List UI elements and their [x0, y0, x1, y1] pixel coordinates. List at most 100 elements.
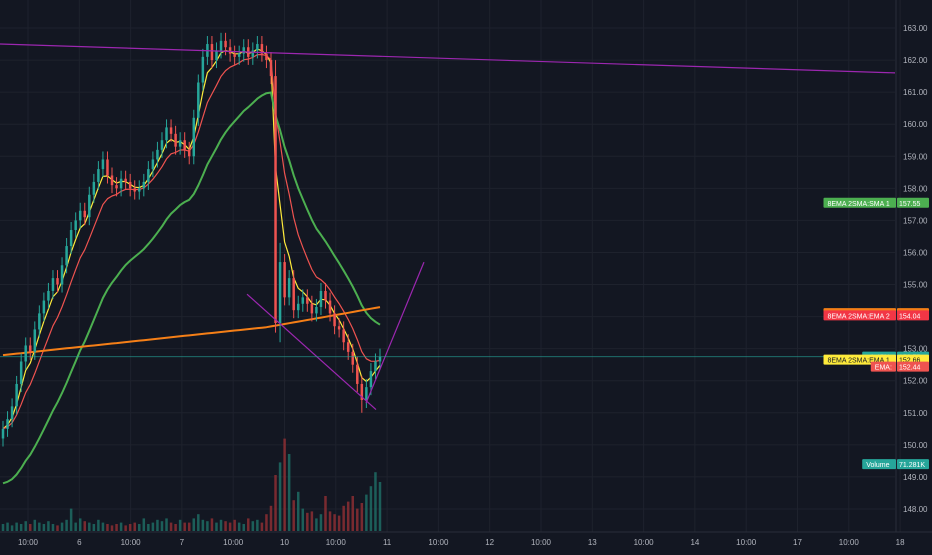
candle-body — [183, 140, 186, 150]
trendline-rising — [365, 261, 425, 404]
volume-bar — [60, 522, 64, 531]
time-tick-label: 10:00 — [531, 538, 552, 547]
volume-bar — [251, 521, 255, 531]
volume-bar — [183, 522, 186, 531]
time-tick-label: 10:00 — [839, 538, 860, 547]
trendline-upper — [0, 43, 896, 74]
candle-body — [337, 326, 341, 330]
volume-bar — [224, 521, 227, 531]
volume-bar — [24, 521, 27, 531]
price-axis[interactable]: 163.00 162.00 161.00 160.00 159.00 158.00 157.… — [895, 0, 928, 532]
volume-bar — [378, 482, 382, 531]
volume-bar — [56, 525, 59, 531]
volume-bar — [101, 522, 105, 531]
time-tick-label: 18 — [896, 538, 905, 547]
volume-bar — [119, 522, 123, 531]
volume-bar — [292, 500, 295, 531]
candle-body — [356, 364, 359, 384]
time-tick-label: 10 — [280, 538, 289, 547]
candle-body — [233, 53, 236, 57]
time-tick-label: 10:00 — [634, 538, 655, 547]
candle-body — [160, 140, 164, 150]
volume-bar — [319, 514, 323, 531]
indicator-label-name: 8EMA 2SMA:SMA 1 — [828, 201, 890, 208]
volume-bar — [237, 522, 241, 531]
candle-body — [265, 53, 268, 61]
candle-body — [19, 361, 23, 384]
candle-body — [301, 297, 305, 304]
volume-bar — [69, 508, 73, 531]
candle-body — [69, 230, 73, 247]
candle-body — [251, 50, 255, 57]
volume-bar — [351, 496, 354, 531]
volume-bar — [228, 522, 232, 531]
candle-body — [38, 313, 41, 330]
volume-bar — [278, 462, 282, 531]
volume-bar — [1, 524, 5, 531]
candle-body — [128, 181, 132, 189]
volume-bar — [142, 518, 146, 531]
volume-bar — [29, 524, 32, 531]
volume-bar — [365, 494, 368, 531]
candle-body — [10, 406, 14, 420]
candle-body — [133, 188, 136, 192]
indicator-value-box — [897, 197, 929, 208]
candle-body — [242, 47, 245, 54]
candle-body — [201, 56, 205, 83]
time-tick-label: 11 — [383, 538, 392, 547]
volume-bar — [337, 515, 341, 531]
candle-body — [260, 44, 264, 54]
candle-body — [15, 383, 18, 407]
volume-bar — [165, 518, 168, 531]
candle-body — [42, 300, 46, 314]
indicator-lines — [2, 48, 381, 485]
price-tick-label: 158.00 — [903, 184, 928, 193]
indicator-value-text: 152.66 — [899, 358, 921, 365]
candle-body — [74, 220, 77, 231]
indicator-label-box — [870, 361, 896, 372]
indicator-label-ema-green: 8EMA 2SMA:SMA 1 157.55 — [823, 197, 929, 208]
volume-bar — [328, 511, 332, 531]
volume-bar — [324, 496, 327, 531]
volume-bar — [219, 519, 223, 531]
volume-bar — [78, 518, 82, 531]
price-tick-label: 163.00 — [903, 24, 928, 33]
candle-body — [374, 361, 377, 372]
volume-bar — [33, 519, 37, 531]
candle-body — [65, 246, 68, 266]
volume-bar — [192, 518, 196, 531]
candle-body — [310, 303, 314, 314]
candle-body — [269, 60, 273, 77]
volume-bar — [160, 521, 164, 531]
time-axis[interactable]: 10:00 6 10:00 7 10:00 10 10:00 11 10:00 12 10:00 13… — [0, 531, 932, 547]
time-tick-label: 7 — [180, 538, 185, 547]
indicator-label-name: EMA: — [875, 365, 892, 372]
volume-bar — [178, 519, 182, 531]
indicator-label-name: Volume — [866, 462, 889, 469]
candle-body — [174, 133, 177, 147]
price-tick-label: 160.00 — [903, 120, 928, 129]
candle-body — [210, 44, 214, 61]
candle-body — [24, 345, 27, 362]
volume-bar — [206, 521, 209, 531]
candle-body — [333, 313, 336, 327]
volume-bar — [201, 519, 205, 531]
ema-yellow-line — [2, 48, 381, 430]
time-tick-label: 12 — [485, 538, 494, 547]
candle-body — [1, 428, 5, 439]
volume-bar — [360, 503, 364, 531]
candle-body — [342, 329, 345, 343]
indicator-value-box — [897, 459, 929, 470]
indicator-value-box — [897, 310, 929, 321]
candle-body — [101, 159, 105, 170]
candle-body — [287, 278, 291, 298]
volume-bar — [83, 521, 87, 531]
time-tick-label: 10:00 — [223, 538, 244, 547]
candle-body — [138, 188, 141, 192]
volume-bar — [42, 524, 46, 531]
price-tick-label: 150.00 — [903, 441, 928, 450]
volume-bar — [124, 525, 127, 531]
price-tick-label: 155.00 — [903, 281, 928, 290]
